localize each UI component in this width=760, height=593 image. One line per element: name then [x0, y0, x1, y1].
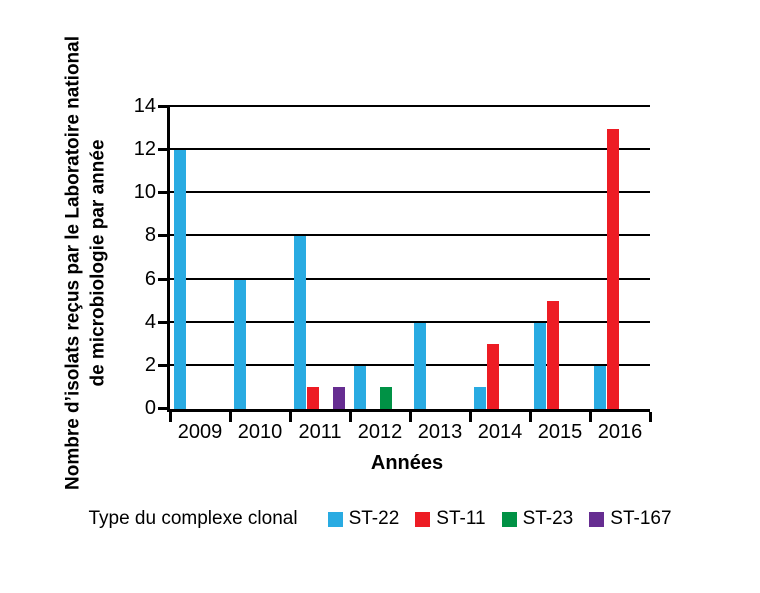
y-axis-label: Nombre d’isolats reçus par le Laboratoir… — [61, 36, 110, 490]
y-tick-label-0: 0 — [144, 397, 156, 419]
gridline-6 — [170, 277, 650, 280]
bar-st-22-2015 — [534, 322, 546, 409]
gridline-2 — [170, 363, 650, 366]
gridline-10 — [170, 191, 650, 194]
bar-st-22-2016 — [594, 365, 606, 409]
legend-label-st-167: ST-167 — [610, 508, 672, 529]
bar-st-11-2011 — [307, 387, 319, 409]
y-tick-label-2: 2 — [144, 353, 156, 376]
y-tick-label-8: 8 — [144, 224, 156, 247]
x-tick-label-2009: 2009 — [177, 421, 223, 443]
bar-group-2014 — [470, 107, 530, 409]
x-tick-label-2015: 2015 — [537, 421, 583, 443]
bar-st-22-2010 — [234, 279, 246, 409]
gridline-14 — [170, 105, 650, 107]
y-tick-label-6: 6 — [144, 267, 156, 290]
x-tick-label-2014: 2014 — [477, 421, 523, 443]
bar-st-11-2016 — [607, 128, 619, 409]
bar-group-2010 — [230, 107, 290, 409]
y-axis-tick-6 — [158, 277, 170, 281]
y-axis-tick-12 — [158, 148, 170, 152]
y-tick-label-14: 14 — [133, 95, 156, 117]
gridline-4 — [170, 320, 650, 323]
y-axis-tick-0 — [158, 407, 170, 410]
legend-item-st-22: ST-22 — [327, 508, 400, 530]
x-axis-tick-8 — [648, 412, 652, 422]
y-axis-label-line-1: Nombre d’isolats reçus par le Laboratoir… — [62, 35, 84, 491]
legend-label-st-23: ST-23 — [522, 508, 574, 529]
legend-swatch-st-167 — [589, 511, 605, 527]
x-tick-label-2011: 2011 — [298, 421, 342, 443]
gridline-12 — [170, 148, 650, 151]
bar-st-11-2014 — [487, 344, 499, 409]
bar-group-2011 — [290, 107, 350, 409]
y-tick-label-4: 4 — [144, 310, 156, 333]
x-axis-tick-1 — [228, 412, 232, 422]
bar-group-2009 — [170, 107, 230, 409]
bar-st-167-2011 — [333, 387, 345, 409]
bar-group-2015 — [530, 107, 590, 409]
legend-item-st-11: ST-11 — [415, 508, 486, 530]
x-tick-label-2010: 2010 — [237, 421, 283, 443]
gridline-8 — [170, 234, 650, 237]
legend-label-st-11: ST-11 — [436, 508, 486, 529]
x-axis-tick-6 — [528, 412, 532, 422]
bar-st-11-2015 — [547, 301, 559, 409]
x-tick-label-2016: 2016 — [597, 421, 643, 443]
bar-st-22-2009 — [174, 150, 186, 409]
x-axis-tick-0 — [168, 412, 172, 422]
bar-st-22-2013 — [414, 322, 426, 409]
x-axis-tick-7 — [588, 412, 592, 422]
bar-group-2013 — [410, 107, 470, 409]
y-axis-tick-8 — [158, 234, 170, 238]
legend: Type du complexe clonal ST-22 ST-11 ST-23 S… — [0, 508, 760, 530]
x-axis-tick-4 — [408, 412, 412, 422]
bar-st-22-2012 — [354, 365, 366, 409]
y-axis-tick-10 — [158, 191, 170, 195]
bar-st-23-2012 — [380, 387, 392, 409]
plot-area: 0 2 4 6 8 10 12 14 2009 2010 2011 2012 2013 2014 2015 2… — [134, 96, 652, 443]
y-axis-tick-4 — [158, 320, 170, 324]
y-axis-tick-14 — [158, 105, 170, 108]
bar-group-2012 — [350, 107, 410, 409]
legend-title: Type du complexe clonal — [88, 508, 298, 529]
legend-label-st-22: ST-22 — [348, 508, 400, 529]
bar-group-2016 — [590, 107, 650, 409]
bar-st-22-2011 — [294, 236, 306, 409]
x-axis-label: Années — [370, 452, 444, 474]
legend-swatch-st-22 — [327, 511, 343, 527]
bar-st-22-2014 — [474, 387, 486, 409]
y-tick-label-12: 12 — [133, 138, 156, 161]
x-axis-tick-3 — [348, 412, 352, 422]
x-axis-tick-5 — [468, 412, 472, 422]
legend-swatch-st-11 — [415, 511, 431, 527]
y-tick-label-10: 10 — [133, 181, 156, 204]
legend-swatch-st-23 — [501, 511, 517, 527]
y-axis-label-line-2: de microbiologie par année — [87, 139, 108, 387]
x-axis-tick-2 — [288, 412, 292, 422]
x-tick-label-2012: 2012 — [357, 421, 403, 443]
legend-item-st-167: ST-167 — [589, 508, 672, 530]
y-axis-tick-2 — [158, 363, 170, 367]
x-tick-label-2013: 2013 — [417, 421, 463, 443]
legend-item-st-23: ST-23 — [501, 508, 574, 530]
